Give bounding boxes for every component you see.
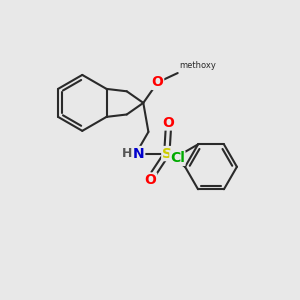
Text: H: H bbox=[122, 147, 132, 160]
Text: O: O bbox=[152, 75, 164, 89]
Text: O: O bbox=[162, 116, 174, 130]
Text: methoxy: methoxy bbox=[179, 61, 216, 70]
Text: O: O bbox=[145, 173, 157, 187]
Text: S: S bbox=[162, 147, 172, 160]
Text: N: N bbox=[133, 147, 145, 160]
Text: Cl: Cl bbox=[170, 152, 185, 165]
